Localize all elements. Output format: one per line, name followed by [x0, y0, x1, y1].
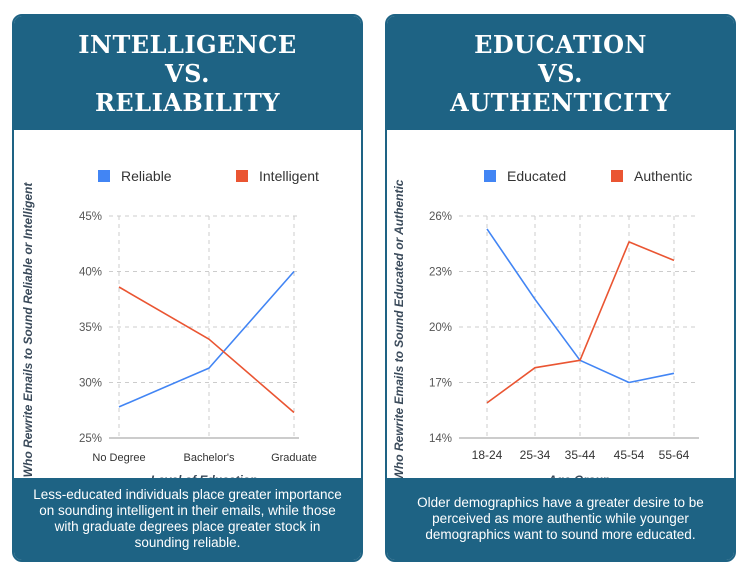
right-title-line-1: EDUCATION — [474, 29, 647, 59]
y-tick-label: 14% — [429, 433, 452, 445]
x-tick-label: No Degree — [92, 452, 145, 464]
left-panel: INTELLIGENCE VS. RELIABILITY Reliable Int… — [12, 14, 363, 562]
left-title-line-3: RELIABILITY — [94, 87, 281, 117]
y-tick-label: 45% — [79, 211, 102, 223]
left-caption: Less-educated individuals place greater … — [33, 487, 342, 550]
right-panel-footer: Older demographics have a greater desire… — [387, 478, 734, 560]
legend-label-intelligent: Intelligent — [259, 168, 319, 184]
right-line-chart: Educated Authentic 14% 17% 20% 23% 26% 18-24 25-… — [392, 168, 699, 480]
series-line-intelligent — [118, 286, 295, 414]
x-tick-label: 55-64 — [659, 448, 690, 462]
x-tick-label: 25-34 — [520, 448, 551, 462]
legend-swatch-authentic — [611, 170, 623, 182]
y-axis-title: % Who Rewrite Emails to Sound Educated o… — [392, 179, 406, 480]
left-panel-header: INTELLIGENCE VS. RELIABILITY — [14, 16, 361, 130]
x-tick-label: 18-24 — [472, 448, 503, 462]
x-tick-label: Graduate — [271, 452, 317, 464]
right-title-line-2: VS. — [538, 58, 583, 88]
y-axis-title: % Who Rewrite Emails to Sound Reliable o… — [21, 182, 35, 480]
right-title-line-3: AUTHENTICITY — [450, 87, 671, 117]
series-line-authentic — [486, 241, 675, 404]
y-tick-label: 35% — [79, 322, 102, 334]
y-tick-label: 30% — [79, 378, 102, 390]
right-panel-header: EDUCATION VS. AUTHENTICITY — [387, 16, 734, 130]
x-axis-title: Age Group — [547, 473, 610, 480]
y-tick-label: 23% — [429, 267, 452, 279]
legend-swatch-educated — [484, 170, 496, 182]
left-title-line-2: VS. — [165, 58, 210, 88]
x-tick-label: 35-44 — [565, 448, 596, 462]
x-axis-title: Level of Education — [151, 473, 258, 480]
left-title-line-1: INTELLIGENCE — [78, 29, 297, 59]
y-tick-label: 20% — [429, 322, 452, 334]
y-tick-label: 26% — [429, 211, 452, 223]
left-panel-footer: Less-educated individuals place greater … — [14, 478, 361, 560]
legend-label-authentic: Authentic — [634, 168, 692, 184]
right-panel: EDUCATION VS. AUTHENTICITY Educated Authe… — [385, 14, 736, 562]
left-line-chart: Reliable Intelligent 25% 30% 35% 40% 45% No Deg… — [21, 168, 319, 480]
legend-swatch-intelligent — [236, 170, 248, 182]
right-caption: Older demographics have a greater desire… — [417, 495, 704, 542]
x-tick-label: Bachelor's — [183, 452, 235, 464]
legend-swatch-reliable — [98, 170, 110, 182]
x-tick-label: 45-54 — [614, 448, 645, 462]
series-line-reliable — [118, 270, 295, 408]
y-tick-label: 17% — [429, 378, 452, 390]
y-tick-label: 40% — [79, 267, 102, 279]
legend-label-reliable: Reliable — [121, 168, 172, 184]
legend-label-educated: Educated — [507, 168, 566, 184]
y-tick-label: 25% — [79, 433, 102, 445]
